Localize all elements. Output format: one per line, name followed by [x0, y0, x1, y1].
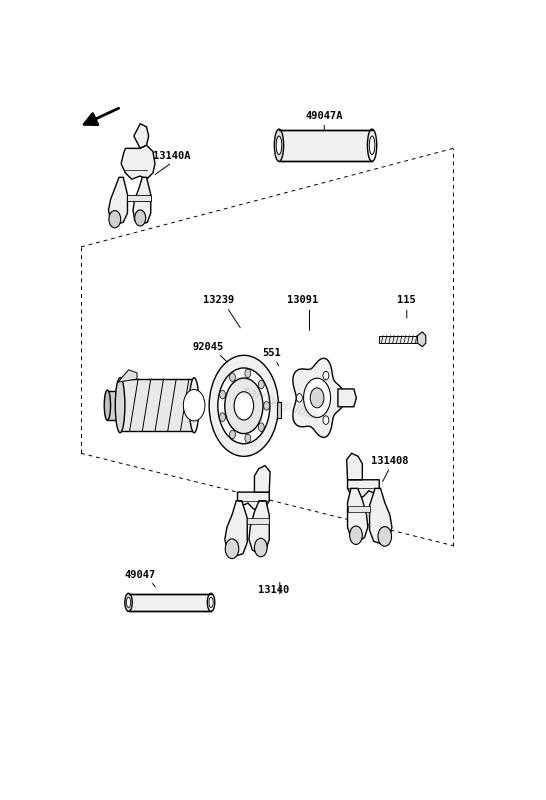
Circle shape — [218, 368, 270, 444]
Circle shape — [254, 538, 267, 557]
Polygon shape — [417, 332, 426, 346]
Text: 92045: 92045 — [192, 342, 223, 352]
Ellipse shape — [125, 594, 132, 611]
Text: 13140: 13140 — [258, 585, 289, 595]
Circle shape — [183, 390, 205, 421]
Bar — [128, 594, 211, 611]
Text: 13239: 13239 — [203, 295, 234, 306]
Circle shape — [264, 402, 270, 410]
Text: 49047: 49047 — [124, 570, 156, 579]
Polygon shape — [247, 518, 269, 524]
Circle shape — [219, 413, 225, 422]
Polygon shape — [254, 466, 270, 492]
Circle shape — [245, 434, 251, 442]
Text: 49047A: 49047A — [306, 110, 343, 121]
Circle shape — [245, 369, 251, 378]
Polygon shape — [347, 488, 368, 542]
Circle shape — [258, 423, 264, 431]
Circle shape — [304, 378, 330, 418]
Polygon shape — [249, 501, 269, 554]
Polygon shape — [293, 358, 345, 438]
Polygon shape — [118, 370, 137, 382]
Bar — [379, 336, 417, 343]
Circle shape — [349, 526, 363, 545]
Circle shape — [135, 210, 146, 226]
Circle shape — [109, 210, 121, 228]
Ellipse shape — [115, 378, 125, 433]
Polygon shape — [127, 194, 151, 201]
Polygon shape — [370, 488, 392, 544]
Polygon shape — [225, 501, 247, 556]
Ellipse shape — [274, 129, 283, 162]
Circle shape — [225, 378, 263, 434]
Circle shape — [296, 394, 302, 402]
Text: 13091: 13091 — [288, 295, 319, 306]
Circle shape — [234, 392, 253, 420]
Text: 551: 551 — [262, 348, 281, 358]
Circle shape — [323, 371, 329, 380]
Polygon shape — [238, 492, 269, 510]
Polygon shape — [347, 454, 363, 480]
Ellipse shape — [209, 597, 213, 607]
Circle shape — [225, 539, 239, 558]
Ellipse shape — [369, 136, 375, 154]
Polygon shape — [121, 146, 155, 179]
Text: 131408: 131408 — [371, 456, 408, 466]
Bar — [277, 402, 281, 418]
Ellipse shape — [276, 136, 282, 154]
Polygon shape — [133, 178, 151, 224]
Polygon shape — [347, 506, 370, 512]
Polygon shape — [109, 178, 127, 224]
Polygon shape — [347, 480, 379, 498]
Circle shape — [209, 355, 278, 456]
Bar — [108, 391, 120, 420]
Text: 13140A: 13140A — [153, 150, 191, 161]
Circle shape — [323, 416, 329, 425]
Ellipse shape — [189, 378, 199, 433]
Ellipse shape — [127, 597, 130, 607]
Circle shape — [229, 373, 235, 382]
Polygon shape — [338, 389, 357, 406]
Ellipse shape — [104, 390, 110, 420]
Ellipse shape — [207, 594, 215, 611]
Circle shape — [378, 526, 391, 546]
Circle shape — [310, 388, 324, 408]
Bar — [279, 130, 372, 161]
Bar — [120, 379, 194, 431]
Circle shape — [229, 430, 235, 438]
Circle shape — [219, 390, 225, 399]
Ellipse shape — [367, 129, 377, 162]
Polygon shape — [134, 124, 149, 148]
Text: partsvepublik: partsvepublik — [240, 384, 320, 424]
Text: 115: 115 — [397, 295, 416, 306]
Circle shape — [258, 380, 264, 389]
